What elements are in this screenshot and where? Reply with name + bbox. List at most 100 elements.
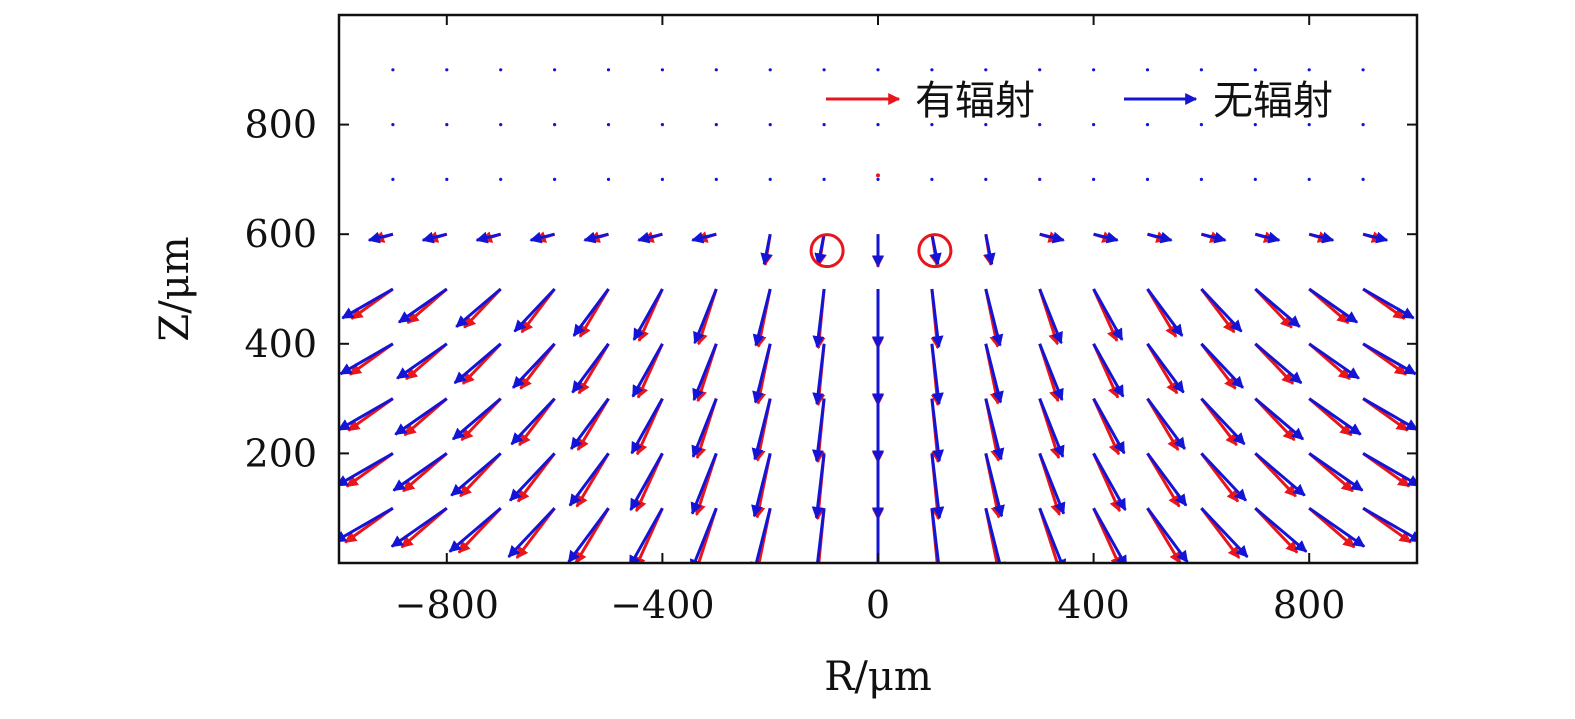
vector-without-radiation [1362,397,1417,432]
annotation-circle [809,233,845,269]
vector-without-radiation [450,452,502,497]
vector-dot [1145,123,1150,127]
vector-without-radiation [1362,342,1417,376]
vector-dot [930,68,934,72]
legend: 有辐射 无辐射 [826,78,1333,124]
vector-without-radiation [930,343,944,406]
vector-without-radiation [510,397,556,446]
vector-dot [1253,68,1257,72]
vector-without-radiation [1200,287,1243,333]
vector-dot [1253,123,1257,127]
vector-dot [1145,177,1150,181]
vector-without-radiation [341,287,394,320]
vector-without-radiation [339,506,394,543]
vector-without-radiation [1308,452,1364,492]
x-axis-ticks: −800 −400 0 400 800 [395,15,1346,627]
vector-without-radiation [1146,342,1185,394]
vector-without-radiation [1093,231,1119,244]
vector-dot [768,68,772,72]
vector-dot [1307,68,1311,72]
vector-without-radiation [1362,506,1417,543]
vector-without-radiation [455,287,502,328]
vector-dot [1361,123,1365,127]
x-tick-label: 400 [1057,583,1130,627]
vector-without-radiation [567,507,610,563]
vector-without-radiation [1308,397,1362,436]
vector-without-radiation [1200,342,1245,389]
vector-dot [499,177,503,181]
x-axis-label: R/μm [824,654,932,700]
vector-dot [391,123,395,127]
vector-without-radiation [1200,397,1246,446]
vector-without-radiation [692,343,718,402]
vector-without-radiation [583,231,609,244]
vector-without-radiation [529,231,555,244]
vector-dot [445,68,449,72]
vector-without-radiation [984,288,1004,347]
vector-dot [391,68,395,72]
x-tick-label: 800 [1273,583,1346,627]
y-tick-label: 200 [244,431,317,475]
vector-dot [1092,68,1096,72]
vector-without-radiation [453,342,502,385]
annotation-circles [809,233,953,269]
vector-without-radiation [1092,507,1127,563]
y-tick-label: 800 [244,103,317,147]
vector-dot [876,68,880,72]
vector-without-radiation [1147,231,1173,244]
vector-without-radiation [984,398,1005,461]
vector-dot [391,177,395,181]
vector-without-radiation [629,452,664,511]
vector-dot [984,177,988,181]
vector-without-radiation [511,342,556,389]
vector-dot [714,68,718,72]
vector-without-radiation [367,231,394,244]
vector-without-radiation [1308,506,1366,548]
vector-without-radiation [1038,343,1064,402]
vector-without-radiation [1362,287,1415,320]
vector-without-radiation [1362,231,1389,244]
vector-without-radiation [815,508,826,563]
legend-label-with-radiation: 有辐射 [915,78,1035,124]
vector-without-radiation [1254,231,1281,244]
vector-dot [445,123,449,127]
y-axis-ticks: 200 400 600 800 [244,103,1417,475]
vector-without-radiation [339,342,394,376]
vector-without-radiation [1092,397,1126,455]
vector-without-radiation [339,397,394,432]
vector-without-radiation [421,231,448,244]
vector-without-radiation [1254,342,1303,385]
vector-without-radiation [1254,397,1304,441]
x-tick-label: −400 [610,583,714,627]
vector-without-radiation [690,452,718,515]
vector-dot [1307,177,1311,181]
vector-without-radiation [1308,231,1335,244]
y-tick-label: 400 [244,322,317,366]
vector-dot [499,123,503,127]
vector-without-radiation [1146,507,1189,563]
arrows-without-radiation [339,68,1417,563]
vector-dot [822,177,826,181]
vector-without-radiation [930,508,941,563]
vector-without-radiation [1146,288,1184,337]
vector-without-radiation [751,398,772,461]
vector-dot [876,123,880,127]
vector-without-radiation [691,398,718,458]
x-tick-label: 0 [866,583,890,627]
vector-dot [822,68,826,72]
vector-without-radiation [1362,452,1417,487]
vector-without-radiation [629,507,664,563]
vector-dot [822,123,826,127]
vector-dot [606,177,611,181]
vector-without-radiation [507,507,556,558]
vector-dot [930,123,934,127]
vector-without-radiation [1092,288,1124,341]
vector-dot [714,177,718,181]
vector-dot [1253,177,1257,181]
vector-without-radiation [1039,231,1065,244]
vector-without-radiation [1308,287,1359,324]
vector-without-radiation [1254,452,1306,497]
vector-without-radiation [752,343,772,404]
vector-dot [553,123,557,127]
